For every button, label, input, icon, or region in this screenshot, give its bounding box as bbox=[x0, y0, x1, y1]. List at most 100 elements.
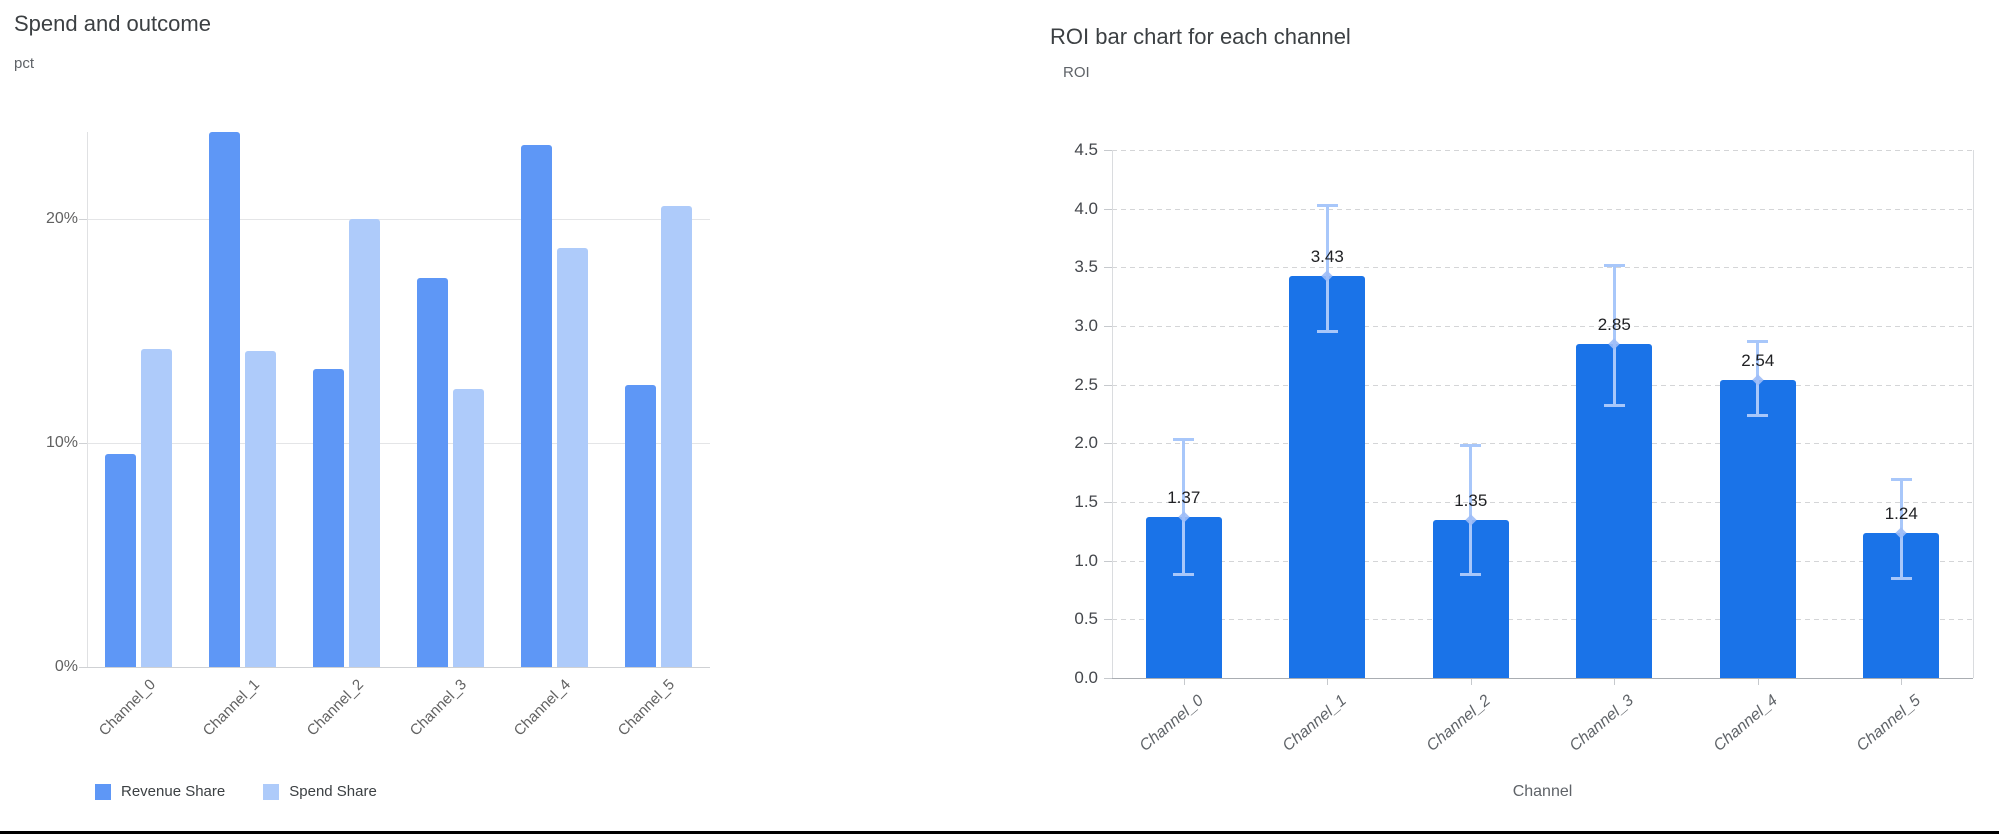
error-bar-cap-bottom bbox=[1890, 577, 1912, 581]
error-bar-cap-bottom bbox=[1316, 329, 1338, 333]
y-tick bbox=[1104, 150, 1112, 151]
error-bar-cap-bottom bbox=[1603, 403, 1625, 407]
window-bottom-edge bbox=[0, 831, 1999, 834]
error-bar-cap-top bbox=[1316, 204, 1338, 208]
gridline bbox=[1112, 326, 1973, 327]
x-tick-label: Channel_2 bbox=[1423, 692, 1494, 755]
x-tick bbox=[1327, 679, 1329, 685]
gridline bbox=[1112, 208, 1973, 210]
y-tick bbox=[1104, 208, 1112, 210]
roi-yaxis-unit: ROI bbox=[1063, 64, 1090, 81]
y-tick-label: 0.0 bbox=[1074, 668, 1098, 687]
y-tick-label: 0% bbox=[54, 658, 78, 675]
y-tick bbox=[1104, 267, 1112, 269]
spend-share-swatch bbox=[263, 783, 280, 800]
x-tick-label: Channel_1 bbox=[1279, 692, 1351, 755]
y-tick bbox=[1104, 502, 1112, 503]
error-bar-cap-top bbox=[1747, 340, 1769, 344]
x-tick-label: Channel_3 bbox=[1566, 692, 1638, 755]
legend: Revenue Share Spend Share bbox=[95, 783, 377, 800]
y-tick-label: 20% bbox=[45, 210, 78, 228]
x-tick bbox=[1901, 679, 1903, 685]
plot-border-left bbox=[1112, 150, 1113, 678]
bar-value-label: 2.54 bbox=[1741, 350, 1775, 370]
x-tick-label: Channel_0 bbox=[1136, 692, 1207, 755]
spend-outcome-yaxis-unit: pct bbox=[14, 55, 35, 72]
gridline bbox=[1112, 560, 1973, 562]
gridline bbox=[1112, 502, 1973, 503]
x-axis-line bbox=[87, 667, 710, 668]
gridline bbox=[1112, 384, 1973, 386]
y-tick bbox=[79, 219, 87, 221]
error-bar-cap-bottom bbox=[1173, 572, 1195, 576]
bar-revenue-share-channel_0 bbox=[105, 454, 137, 667]
error-bar-cap-top bbox=[1460, 443, 1482, 447]
y-tick-label: 4.0 bbox=[1074, 198, 1098, 218]
gridline bbox=[1112, 267, 1973, 269]
y-tick-label: 2.5 bbox=[1074, 374, 1098, 394]
error-bar-cap-top bbox=[1890, 477, 1912, 481]
gridline bbox=[1112, 150, 1973, 151]
x-tick bbox=[1614, 679, 1616, 685]
bar-value-label: 3.43 bbox=[1310, 246, 1344, 266]
y-tick bbox=[79, 443, 87, 445]
bar-value-label: 2.85 bbox=[1597, 314, 1631, 334]
y-tick bbox=[1104, 678, 1112, 679]
error-bar-cap-bottom bbox=[1747, 414, 1769, 418]
bar-value-label: 1.37 bbox=[1167, 488, 1201, 508]
bar-spend-share-channel_0 bbox=[141, 349, 173, 667]
error-bar-cap-bottom bbox=[1460, 572, 1482, 576]
y-tick-label: 1.5 bbox=[1074, 492, 1098, 511]
bar-revenue-share-channel_1 bbox=[209, 132, 241, 667]
x-tick-label: Channel_4 bbox=[1710, 692, 1781, 755]
y-tick-label: 1.0 bbox=[1074, 550, 1098, 570]
y-tick-label: 4.5 bbox=[1074, 140, 1098, 159]
y-tick-label: 2.0 bbox=[1074, 433, 1098, 453]
y-tick-label: 0.5 bbox=[1074, 609, 1098, 629]
gridline bbox=[87, 443, 710, 445]
bar-spend-share-channel_4 bbox=[556, 248, 588, 667]
x-tick-label: Channel_5 bbox=[1853, 692, 1925, 755]
y-tick bbox=[1104, 443, 1112, 445]
bar-revenue-share-channel_2 bbox=[313, 369, 345, 667]
error-bar-line bbox=[1325, 205, 1329, 332]
error-bar-cap-top bbox=[1173, 437, 1195, 441]
x-tick bbox=[1183, 679, 1185, 685]
x-tick bbox=[1470, 679, 1472, 685]
y-tick-label: 10% bbox=[45, 434, 78, 452]
revenue-share-swatch bbox=[95, 783, 111, 800]
gridline bbox=[1112, 443, 1973, 445]
bar-spend-share-channel_1 bbox=[245, 351, 277, 667]
y-tick-label: 3.0 bbox=[1074, 316, 1098, 335]
bar-value-label: 1.24 bbox=[1884, 503, 1918, 523]
error-bar-line bbox=[1612, 264, 1616, 406]
y-tick bbox=[1104, 619, 1112, 621]
y-tick bbox=[1104, 326, 1112, 327]
bar-spend-share-channel_2 bbox=[349, 219, 381, 667]
gridline bbox=[1112, 619, 1973, 621]
bar-revenue-share-channel_3 bbox=[416, 277, 448, 667]
spend-outcome-title: Spend and outcome bbox=[14, 11, 211, 36]
plot-border-right bbox=[1973, 150, 1974, 678]
error-bar-line bbox=[1182, 438, 1186, 575]
y-axis-line bbox=[87, 132, 88, 667]
legend-item-revenue-share: Revenue Share bbox=[95, 783, 225, 800]
y-tick bbox=[1104, 384, 1112, 386]
y-tick bbox=[79, 667, 87, 668]
roi-chart-title: ROI bar chart for each channel bbox=[1050, 24, 1351, 49]
x-tick bbox=[1757, 679, 1759, 685]
spend-share-label: Spend Share bbox=[289, 783, 377, 800]
revenue-share-label: Revenue Share bbox=[121, 783, 226, 800]
error-bar-cap-top bbox=[1603, 263, 1625, 267]
y-tick-label: 3.5 bbox=[1074, 257, 1098, 277]
bar-revenue-share-channel_5 bbox=[624, 384, 656, 667]
gridline bbox=[87, 219, 710, 221]
roi-xaxis-title: Channel bbox=[1512, 783, 1573, 800]
bar-value-label: 1.35 bbox=[1454, 490, 1488, 510]
legend-item-spend-share: Spend Share bbox=[263, 783, 377, 800]
bar-revenue-share-channel_4 bbox=[520, 145, 552, 667]
y-tick bbox=[1104, 560, 1112, 562]
